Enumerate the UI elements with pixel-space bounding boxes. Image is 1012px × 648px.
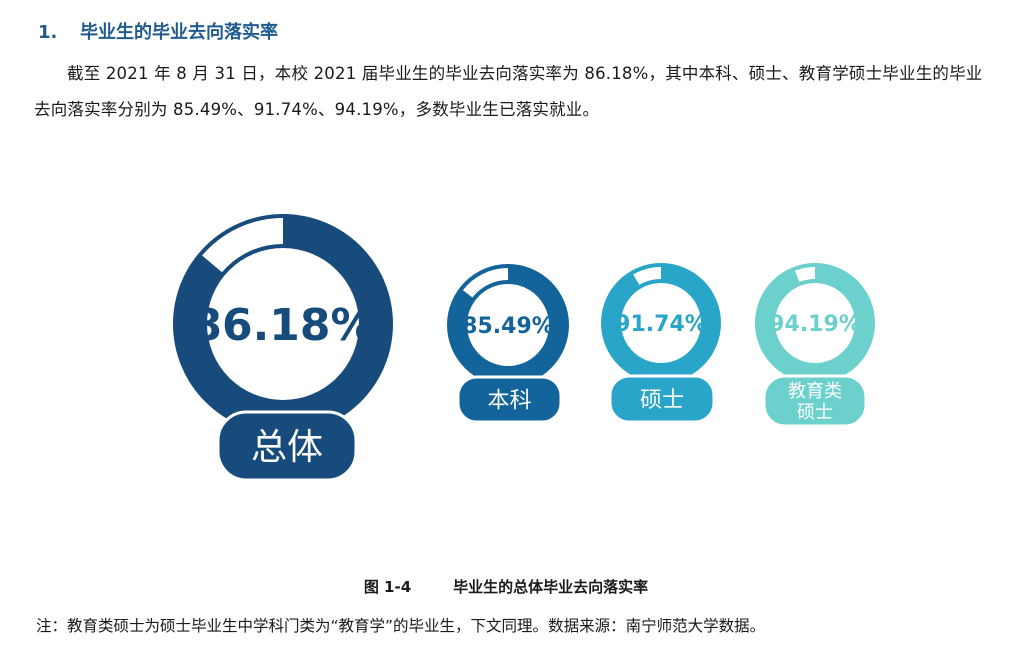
category-label-1-0: 本科 (487, 388, 531, 413)
category-label-3-1: 硕士 (797, 402, 833, 423)
donut-hole-2 (621, 283, 701, 363)
donut-value-label-2: 91.74% (615, 312, 707, 337)
category-pill-0 (216, 410, 358, 482)
donut-hole-1 (467, 284, 549, 366)
figure-number: 图 1-4 (363, 578, 412, 596)
figure-title: 毕业生的总体毕业去向落实率 (453, 578, 649, 596)
category-pill-3 (762, 374, 868, 428)
intro-paragraph: 截至 2021 年 8 月 31 日，本校 2021 届毕业生的毕业去向落实率为… (34, 64, 983, 119)
footnote: 注：教育类硕士为硕士毕业生中学科门类为“教育学”的毕业生，下文同理。数据来源：南… (36, 617, 766, 635)
category-label-0-0: 总体 (251, 427, 323, 468)
category-pill-2 (608, 374, 716, 424)
category-label-2-0: 硕士 (640, 388, 684, 413)
donut-remaining-3 (795, 267, 815, 282)
section-title: 毕业生的毕业去向落实率 (80, 22, 278, 43)
category-pill-1 (456, 375, 563, 424)
donut-remaining-2 (633, 267, 661, 285)
donut-hole-3 (775, 283, 855, 363)
section-heading: 1. 毕业生的毕业去向落实率 (38, 18, 278, 44)
donut-value-label-3: 94.19% (769, 312, 861, 337)
category-label-3-0: 教育类 (788, 381, 842, 402)
donut-remaining-0 (202, 218, 283, 273)
donut-remaining-1 (462, 268, 508, 298)
section-number: 1. (38, 22, 58, 43)
donut-value-label-0: 86.18% (191, 300, 374, 351)
donut-value-label-1: 85.49% (462, 314, 554, 339)
figure-caption: 图 1-4 毕业生的总体毕业去向落实率 (0, 576, 1012, 597)
donut-hole-0 (207, 248, 359, 400)
